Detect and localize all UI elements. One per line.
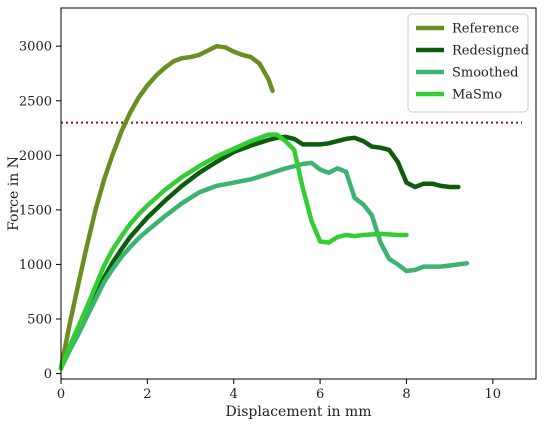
plot-frame [60,7,537,380]
series-line-masmo [58,132,409,371]
x-tick-label: 10 [485,387,502,402]
y-axis-label: Force in N [6,156,22,231]
legend-label-redesigned: Redesigned [452,44,529,59]
legend-box [407,13,529,113]
y-tick-label: 3000 [19,40,52,55]
x-tick-label: 6 [316,387,324,402]
legend-label-reference: Reference [452,22,520,37]
x-tick-label: 0 [57,387,65,402]
y-tick-label: 2500 [19,94,52,109]
x-tick-label: 8 [402,387,410,402]
x-axis-label: Displacement in mm [226,404,372,420]
y-tick-label: 1500 [19,203,52,218]
plot-area [58,43,522,371]
series-line-redesigned [58,134,461,371]
series-line-smoothed [58,160,470,371]
y-tick-label: 1000 [19,258,52,273]
axes: 0 2 4 6 8 10 0 500 1000 1500 2000 2500 3000 [19,7,537,402]
legend: Reference Redesigned Smoothed MaSmo [407,13,529,113]
legend-label-masmo: MaSmo [452,88,502,103]
y-tick-label: 500 [27,312,52,327]
y-tick-label: 2000 [19,149,52,164]
y-tick-label: 0 [44,367,52,382]
legend-label-smoothed: Smoothed [452,66,519,81]
series-line-reference [58,43,275,371]
x-tick-label: 2 [143,387,151,402]
x-tick-label: 4 [230,387,238,402]
